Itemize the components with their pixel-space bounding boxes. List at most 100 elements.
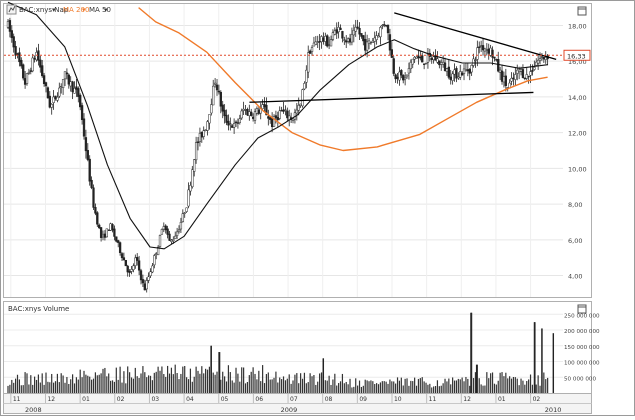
- candle-body: [487, 48, 490, 54]
- volume-spike-bar: [470, 312, 472, 393]
- volume-bar: [256, 379, 258, 393]
- volume-bar: [345, 381, 347, 393]
- price-tick-label: 8,00: [568, 201, 582, 209]
- volume-bar: [459, 379, 461, 393]
- candle-body: [303, 83, 306, 90]
- candle-body: [356, 26, 359, 29]
- ma50-line: [7, 1, 548, 250]
- trendline-support: [249, 91, 534, 103]
- price-legend: BAC:xnys Nap ▾ MA 200 ▾ MA 50 ▾: [6, 4, 111, 15]
- volume-bar: [163, 374, 165, 393]
- volume-bar: [186, 377, 188, 393]
- candle-body: [213, 82, 217, 85]
- price-tick-label: 16,00: [568, 58, 587, 66]
- candle-body: [109, 223, 112, 231]
- volume-bar: [246, 382, 249, 393]
- candle-body: [139, 270, 143, 281]
- candle-body: [107, 229, 110, 231]
- restore-icon[interactable]: [577, 6, 587, 16]
- volume-bar: [537, 375, 539, 393]
- volume-bar: [176, 373, 178, 393]
- volume-bar: [89, 376, 91, 393]
- candle-body: [320, 36, 323, 42]
- volume-bar: [412, 381, 414, 393]
- volume-panel-restore-button[interactable]: [577, 304, 587, 314]
- volume-bar: [244, 383, 247, 393]
- candle-body: [462, 68, 466, 74]
- volume-bar: [402, 385, 404, 393]
- candle-body: [381, 24, 384, 27]
- price-panel-restore-button[interactable]: [577, 6, 587, 16]
- volume-bar: [320, 372, 323, 393]
- volume-bar: [315, 384, 317, 393]
- candle-body: [270, 118, 274, 128]
- volume-bar: [425, 382, 427, 393]
- candle-body: [441, 61, 445, 65]
- candle-body: [25, 73, 29, 84]
- volume-bar: [191, 381, 193, 393]
- candle-body: [98, 224, 101, 229]
- volume-bar: [233, 382, 235, 393]
- candle-body: [538, 58, 542, 61]
- volume-bar: [509, 376, 511, 393]
- current-price-marker: 16,33: [4, 49, 591, 61]
- volume-bar: [438, 386, 440, 393]
- volume-bar: [446, 381, 448, 393]
- volume-bar: [265, 374, 268, 393]
- month-tick-label: 12: [47, 396, 55, 403]
- candle-body: [284, 109, 287, 111]
- candle-body: [120, 253, 124, 259]
- volume-bar: [410, 380, 412, 393]
- volume-bar: [497, 380, 499, 393]
- price-tick-label: 14,00: [568, 94, 587, 102]
- volume-bar: [227, 365, 230, 393]
- volume-bar: [341, 373, 344, 393]
- volume-bar: [444, 378, 446, 393]
- candle-body: [314, 41, 317, 45]
- volume-bar: [224, 376, 226, 393]
- volume-bar: [193, 376, 195, 393]
- candle-body: [67, 74, 70, 85]
- restore-icon[interactable]: [577, 304, 587, 314]
- candle-body: [497, 58, 500, 72]
- candle-body: [358, 27, 361, 35]
- candle-body: [253, 111, 257, 121]
- candle-body: [474, 59, 477, 62]
- candle-body: [90, 179, 93, 188]
- volume-spike-bar: [541, 328, 543, 393]
- volume-bar: [539, 385, 541, 393]
- volume-bar: [493, 383, 496, 393]
- volume-bar: [91, 379, 93, 393]
- candle-body: [166, 228, 169, 235]
- volume-bar: [174, 364, 176, 393]
- candle-body: [333, 30, 336, 35]
- candle-body: [221, 104, 224, 112]
- candle-body: [327, 44, 331, 46]
- volume-bar: [294, 374, 296, 393]
- volume-bar: [77, 379, 79, 393]
- volume-bar: [400, 377, 402, 393]
- volume-bar: [389, 379, 391, 393]
- time-axis: 11 12 01 02 03 04 05 06 07 08 09 10 11 12 01 02 2008 2009…: [10, 394, 561, 414]
- price-tick-label: 4,00: [568, 273, 582, 281]
- candle-body: [246, 109, 249, 116]
- candle-body: [415, 56, 418, 59]
- candle-body: [172, 239, 175, 242]
- volume-bar: [431, 387, 433, 393]
- candle-body: [126, 265, 129, 273]
- candle-body: [215, 84, 219, 91]
- price-tick-label: 18,00: [568, 22, 587, 30]
- candle-body: [424, 62, 428, 65]
- candle-body: [48, 95, 51, 108]
- volume-bar: [417, 378, 420, 393]
- volume-bar: [214, 374, 216, 393]
- candle-body: [282, 109, 285, 112]
- candle-body: [164, 225, 167, 231]
- volume-bar: [102, 368, 104, 393]
- volume-bar: [132, 378, 135, 393]
- volume-tick-label: 150 000 000: [564, 345, 600, 351]
- candle-body: [478, 46, 481, 48]
- candle-body: [421, 55, 424, 63]
- volume-bar: [273, 377, 275, 393]
- volume-bar: [476, 364, 478, 393]
